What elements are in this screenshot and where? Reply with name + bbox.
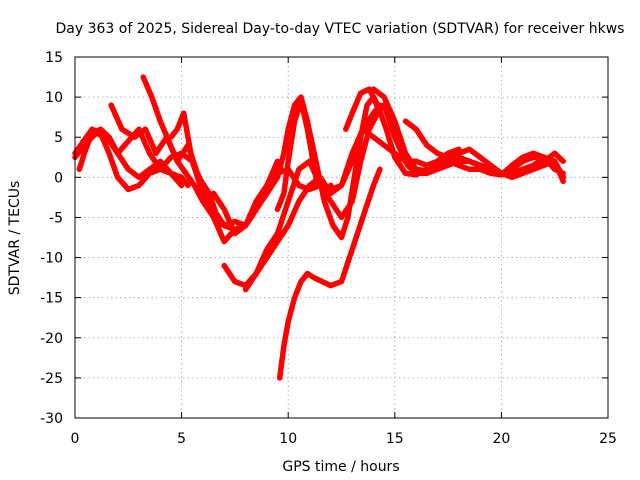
- y-tick-label: 5: [54, 130, 63, 146]
- series-trace-15: [387, 118, 566, 185]
- y-tick-label: -5: [49, 210, 63, 226]
- series-trace-2: [72, 126, 191, 193]
- data-series: [72, 74, 566, 381]
- x-tick-label: 15: [386, 431, 404, 447]
- y-tick-label: 15: [45, 50, 63, 66]
- y-tick-label: -25: [40, 371, 63, 387]
- x-axis-label: GPS time / hours: [282, 459, 399, 475]
- y-tick-label: 10: [45, 90, 63, 106]
- series-trace-9: [242, 102, 383, 293]
- y-tick-label: -20: [40, 331, 63, 347]
- x-tick-label: 25: [599, 431, 617, 447]
- y-axis-label: SDTVAR / TECUs: [7, 181, 23, 296]
- y-tick-label: -10: [40, 251, 63, 267]
- plot-frame: [74, 56, 609, 419]
- x-tick-label: 0: [71, 431, 80, 447]
- axis-ticks: 0 5 10 15 20 25 -30 -25 -20 -15 -10 -5 0 5 10 15: [40, 50, 617, 447]
- series-trace-16: [402, 118, 566, 181]
- y-tick-label: -30: [40, 411, 63, 427]
- x-tick-label: 5: [177, 431, 186, 447]
- chart-title: Day 363 of 2025, Sidereal Day-to-day VTE…: [56, 21, 625, 37]
- y-tick-label: 0: [54, 170, 63, 186]
- x-tick-label: 20: [492, 431, 510, 447]
- series-trace-11: [274, 98, 334, 213]
- series-trace-10: [276, 166, 383, 381]
- x-tick-label: 10: [279, 431, 297, 447]
- y-tick-label: -15: [40, 291, 63, 307]
